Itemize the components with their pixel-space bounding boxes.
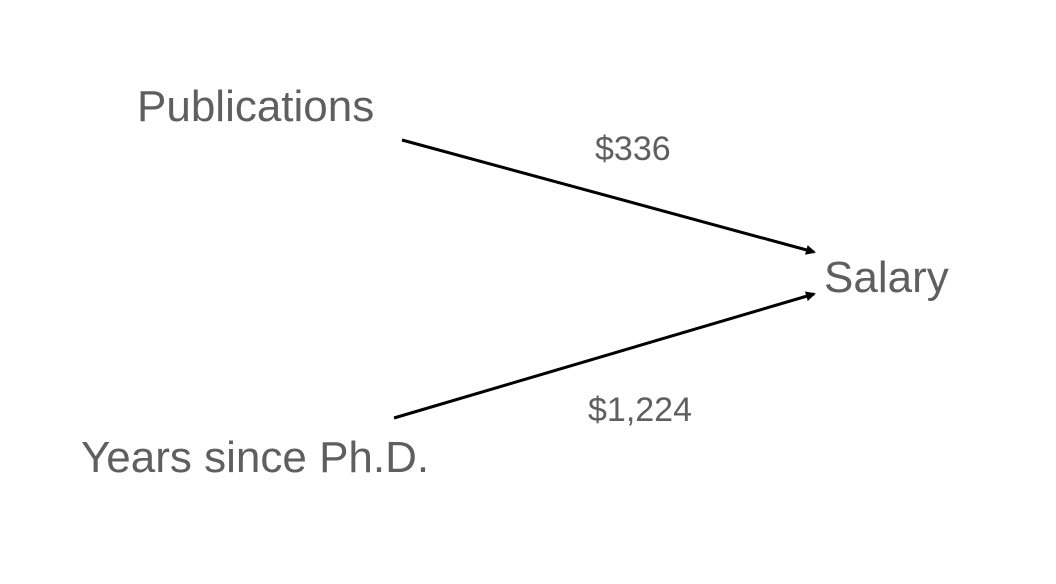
edge-publications-to-salary (401, 138, 816, 255)
node-publications: Publications (137, 82, 375, 131)
edge-label-publications: $336 (595, 130, 671, 168)
edge-years-to-salary (393, 291, 816, 420)
node-years-since-phd: Years since Ph.D. (81, 433, 430, 482)
node-salary: Salary (824, 253, 949, 302)
edge-label-years-since-phd: $1,224 (588, 391, 692, 429)
